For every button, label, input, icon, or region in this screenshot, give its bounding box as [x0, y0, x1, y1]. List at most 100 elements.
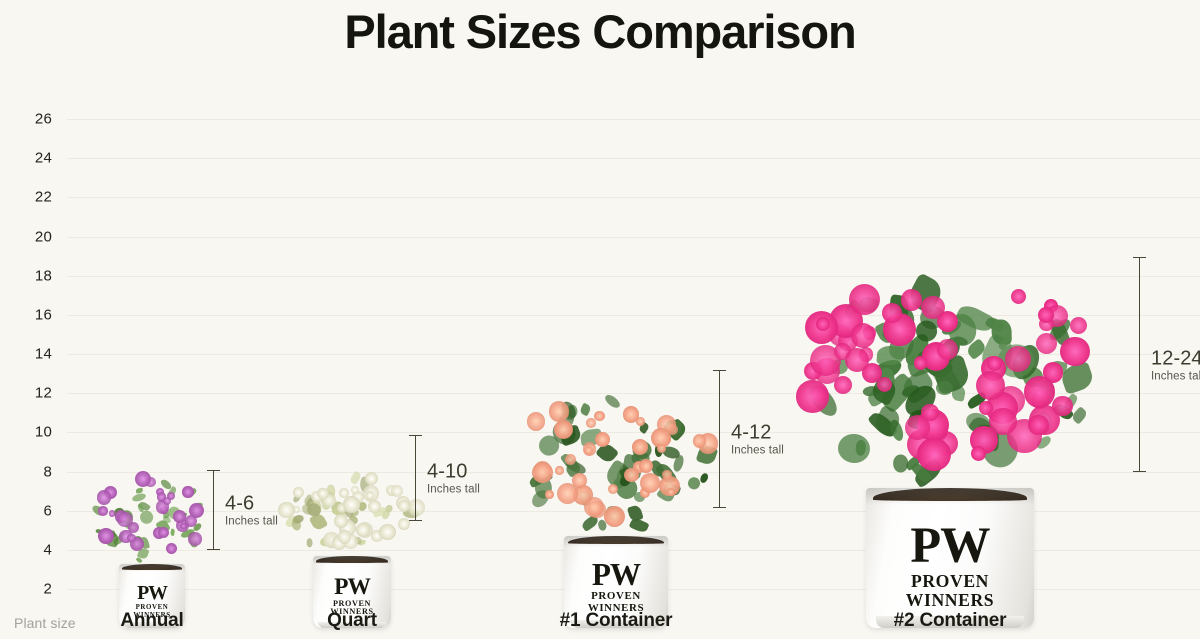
- flower-blob: [583, 496, 604, 517]
- foliage-blob: [628, 516, 650, 535]
- flower-blob: [639, 487, 651, 498]
- flower-blob: [165, 542, 178, 555]
- foliage-blob: [936, 380, 954, 395]
- flower-blob: [109, 510, 116, 517]
- gridline: [67, 314, 1200, 316]
- gridline: [67, 432, 1200, 434]
- flower-blob: [636, 416, 645, 426]
- flower-blob: [391, 485, 404, 498]
- flower-blob: [921, 403, 940, 422]
- brand-winners: WINNERS: [587, 601, 645, 614]
- measure-cap-top: [207, 470, 220, 471]
- flower-blob: [989, 407, 1017, 436]
- plant-image-3: PWPROVENWINNERSCOLOR ❦ CHOICEFLOWERING S…: [513, 386, 719, 629]
- pot-rim: [313, 556, 391, 567]
- foliage-blob: [837, 432, 873, 465]
- flower-blob: [553, 419, 573, 440]
- measure-line: [415, 435, 416, 521]
- flower-blob: [343, 496, 360, 513]
- flower-blob: [901, 289, 923, 311]
- flower-blob: [293, 506, 300, 514]
- flower-blob: [162, 496, 171, 505]
- flower-blob: [572, 473, 588, 488]
- pot-base: [122, 622, 182, 629]
- pw-logo: PW: [910, 516, 990, 573]
- measure-unit: Inches tall: [731, 444, 784, 457]
- flower-blob: [1069, 316, 1088, 335]
- pot-soil: [121, 564, 183, 570]
- measure-range: 4-10: [427, 460, 468, 483]
- measure-unit: Inches tall: [225, 515, 278, 528]
- flower-blob: [408, 498, 425, 516]
- brand-proven: PROVEN: [591, 590, 641, 603]
- flower-blob: [796, 380, 829, 413]
- flower-blob: [155, 487, 165, 497]
- pot-soil: [872, 488, 1028, 501]
- pot-rim: [564, 536, 668, 550]
- category-label-3: #1 Container: [559, 610, 673, 631]
- measure-line: [719, 370, 720, 508]
- flower-blob: [292, 487, 305, 499]
- gridline: [67, 158, 1200, 160]
- flower-blob: [650, 427, 672, 449]
- measure-cap-top: [713, 370, 726, 371]
- flower-blob: [608, 484, 619, 494]
- flower-blob: [338, 530, 352, 544]
- pw-logo: PW: [334, 573, 371, 600]
- foliage-blob: [1070, 406, 1089, 425]
- pw-logo: PW: [137, 582, 168, 605]
- y-axis-tick: 18: [34, 267, 52, 285]
- flower-blob: [815, 317, 830, 332]
- plant-pot: PWPROVENWINNERSCOLOR ❦ CHOICEFLOWERING S…: [313, 556, 391, 629]
- plant-foliage: [513, 386, 719, 536]
- flower-blob: [1060, 336, 1090, 367]
- plant-image-2: PWPROVENWINNERSCOLOR ❦ CHOICEFLOWERING S…: [278, 470, 425, 629]
- brand-proven: PROVEN: [910, 571, 990, 592]
- flower-blob: [638, 458, 653, 473]
- flower-blob: [117, 511, 133, 528]
- flower-blob: [583, 446, 593, 456]
- flower-blob: [692, 434, 707, 448]
- foliage-blob: [876, 345, 905, 366]
- brand-winners: WINNERS: [330, 607, 374, 617]
- flower-blob: [662, 469, 672, 480]
- y-axis-tick: 20: [34, 228, 52, 245]
- flower-blob: [127, 521, 139, 533]
- gridline: [67, 236, 1200, 238]
- plant-pot: PW PROVEN WINNERS: [119, 564, 185, 629]
- flower-blob: [189, 502, 205, 518]
- flower-blob: [1028, 414, 1049, 436]
- y-axis-tick: 26: [34, 110, 52, 128]
- y-axis-tick: 8: [43, 463, 52, 480]
- measure-annotation: 4-12 Inches tall: [731, 421, 784, 456]
- brand-winners: WINNERS: [133, 611, 171, 619]
- plant-pot: PWPROVENWINNERSCOLOR ❦ CHOICEFLOWERING S…: [564, 536, 668, 629]
- pot-rim: [119, 564, 185, 574]
- flower-blob: [848, 284, 880, 316]
- flower-blob: [173, 510, 186, 523]
- plant-pot: PWPROVENWINNERSCOLOR ❦ CHOICEFLOWERING S…: [866, 488, 1034, 629]
- flower-blob: [639, 472, 661, 494]
- flower-blob: [666, 487, 676, 497]
- flower-blob: [334, 513, 349, 528]
- measure-range: 12-24: [1151, 346, 1200, 369]
- flower-blob: [371, 530, 383, 542]
- flower-blob: [1036, 333, 1057, 355]
- flower-blob: [557, 482, 579, 504]
- measure-annotation: 4-6 Inches tall: [225, 492, 278, 527]
- measure-line: [213, 470, 214, 550]
- category-label-2: Quart: [327, 610, 377, 631]
- plant-image-1: PW PROVEN WINNERS: [90, 471, 212, 629]
- flower-blob: [833, 376, 852, 395]
- gridline: [67, 119, 1200, 120]
- flower-blob: [398, 500, 410, 513]
- flower-blob: [156, 492, 166, 502]
- flower-blob: [603, 506, 625, 528]
- flower-blob: [126, 533, 136, 543]
- flower-blob: [594, 431, 611, 448]
- flower-blob: [167, 491, 176, 501]
- gridline: [67, 354, 1200, 355]
- category-label-4: #2 Container: [893, 610, 1007, 631]
- flower-blob: [555, 466, 564, 475]
- flower-blob: [158, 526, 169, 538]
